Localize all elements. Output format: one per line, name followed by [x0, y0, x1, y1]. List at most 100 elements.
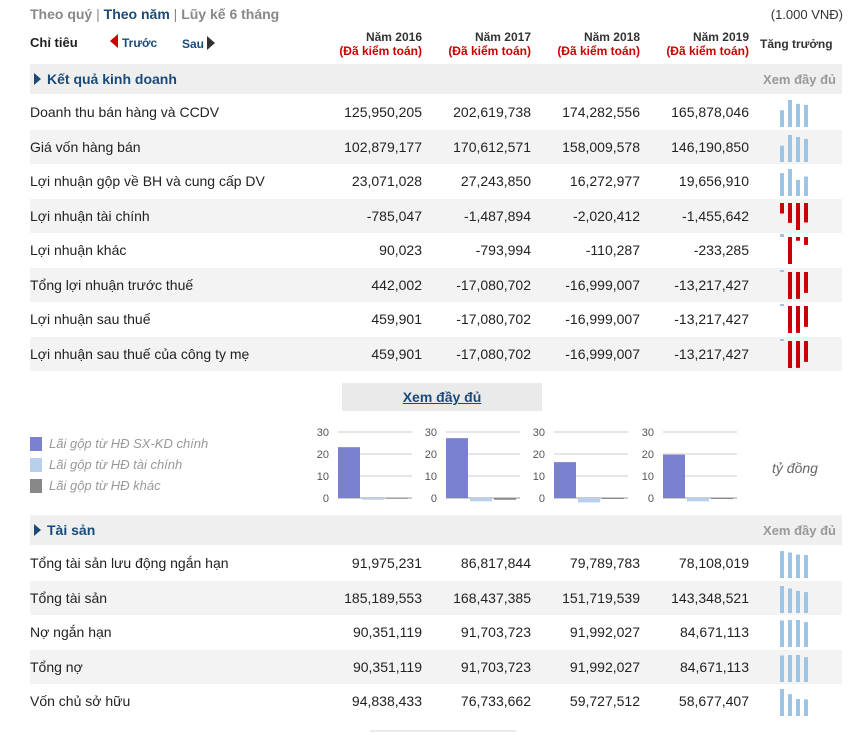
year-header: Năm 2018 (Đã kiểm toán) [535, 30, 640, 58]
period-tabs: Theo quý | Theo năm | Lũy kế 6 tháng [30, 6, 279, 22]
table-row: Lợi nhuận tài chính -785,047 -1,487,894 -2,… [30, 198, 842, 233]
sparkline-bar [780, 173, 784, 196]
growth-cell [778, 302, 818, 336]
row-value: 91,992,027 [569, 624, 640, 640]
sparkline-bar [796, 620, 800, 647]
divider [370, 730, 516, 732]
sparkline-bar [804, 555, 808, 578]
y-tick-label: 20 [317, 449, 329, 461]
legend-swatch [30, 478, 42, 493]
view-full-link[interactable]: Xem đầy đủ [763, 72, 836, 87]
sparkline-bar [788, 340, 792, 368]
year-label: Năm 2018 [583, 30, 640, 44]
sparkline-bar [780, 551, 784, 578]
sparkline-bar [788, 306, 792, 333]
tab-separator: | [96, 6, 104, 22]
sparkline-bar [788, 271, 792, 299]
growth-sparkline [780, 269, 808, 299]
gross-profit-chart: 30 20 10 0 [317, 427, 412, 505]
y-tick-label: 20 [425, 449, 437, 461]
row-value: 102,879,177 [344, 138, 422, 155]
row-value: -110,287 [585, 242, 640, 258]
section-title[interactable]: Kết quả kinh doanh [34, 71, 177, 87]
sparkline-bar [788, 169, 792, 196]
year-header: Năm 2017 (Đã kiểm toán) [426, 30, 531, 58]
row-value: -16,999,007 [565, 345, 640, 362]
row-value: 202,619,738 [453, 104, 531, 120]
row-value: -1,455,642 [682, 207, 749, 224]
growth-cell [778, 546, 818, 580]
sparkline-bar [788, 587, 792, 613]
year-label: Năm 2016 [365, 30, 422, 44]
table-row: Tổng tài sản 185,189,553 168,437,385 151,71… [30, 580, 842, 615]
table-row: Vốn chủ sở hữu 94,838,433 76,733,662 59,727… [30, 684, 842, 718]
chart-legend: Lãi gộp từ HĐ SX-KD chính Lãi gộp từ HĐ … [30, 436, 208, 499]
gross-profit-chart: 30 20 10 0 [533, 427, 628, 505]
sparkline-bar [796, 202, 800, 230]
growth-sparkline [780, 169, 808, 196]
growth-cell [778, 233, 818, 267]
year-label: Năm 2017 [474, 30, 531, 44]
sparkline-bar [796, 340, 800, 368]
row-value: 90,023 [379, 242, 422, 258]
sparkline-bar [804, 271, 808, 293]
legend-label: Lãi gộp từ HĐ tài chính [49, 457, 183, 472]
table-header: Chỉ tiêu Trước Sau Năm 2016 (Đã kiểm toán… [30, 30, 842, 62]
chart-bar [338, 447, 360, 498]
y-tick-label: 0 [539, 493, 545, 505]
chart-bar [554, 462, 576, 498]
row-value: 143,348,521 [671, 589, 749, 606]
y-tick-label: 10 [642, 471, 654, 483]
row-value: 16,272,977 [569, 173, 640, 189]
row-value: 90,351,119 [352, 624, 422, 640]
y-tick-label: 10 [533, 471, 545, 483]
row-value: 76,733,662 [460, 693, 531, 709]
tab-quarter[interactable]: Theo quý [30, 6, 93, 22]
tab-cumulative[interactable]: Lũy kế 6 tháng [181, 6, 280, 22]
view-full-link[interactable]: Xem đầy đủ [763, 523, 836, 538]
year-header: Năm 2019 (Đã kiểm toán) [644, 30, 749, 58]
sparkline-bar [780, 654, 784, 682]
row-label: Vốn chủ sở hữu [30, 693, 131, 709]
row-value: 442,002 [371, 276, 422, 293]
sparkline-bar [780, 689, 784, 716]
sparkline-bar [804, 340, 808, 362]
row-value: -16,999,007 [565, 311, 640, 327]
chart-bar [362, 498, 384, 500]
sparkline-bar [804, 306, 808, 327]
chart-bar [578, 498, 600, 503]
sparkline-bar [780, 202, 784, 213]
growth-sparkline [780, 100, 808, 127]
row-value: 91,703,723 [460, 658, 531, 675]
section-title[interactable]: Tài sản [34, 522, 95, 538]
row-value: -13,217,427 [674, 345, 749, 362]
row-value: 90,351,119 [352, 658, 422, 675]
sparkline-bar [780, 145, 784, 162]
row-value: 94,838,433 [351, 693, 422, 709]
y-tick-label: 20 [642, 449, 654, 461]
row-value: -16,999,007 [565, 276, 640, 293]
growth-cell [778, 337, 818, 371]
row-value: -17,080,702 [456, 276, 531, 293]
next-button[interactable]: Sau [182, 35, 216, 52]
section-title-text: Kết quả kinh doanh [47, 71, 177, 87]
view-full-link[interactable]: Xem đầy đủ [402, 389, 482, 405]
chart-bar [687, 498, 709, 502]
prev-button[interactable]: Trước [110, 33, 157, 51]
row-value: -17,080,702 [456, 311, 531, 327]
row-value: 78,108,019 [678, 555, 749, 571]
growth-sparkline [780, 585, 808, 613]
sparkline-bar [780, 269, 784, 272]
y-tick-label: 30 [317, 427, 329, 439]
tab-year[interactable]: Theo năm [103, 6, 170, 22]
growth-sparkline [780, 304, 808, 333]
growth-cell [778, 684, 818, 718]
growth-sparkline [780, 234, 808, 264]
sparkline-bar [804, 591, 808, 613]
row-value: 459,901 [371, 311, 422, 327]
legend-item: Lãi gộp từ HĐ tài chính [30, 457, 208, 478]
row-value: 84,671,113 [679, 658, 749, 675]
sparkline-bar [780, 620, 784, 647]
table-row: Tổng nợ 90,351,119 91,703,723 91,992,027 84,… [30, 649, 842, 684]
row-value: -2,020,412 [573, 207, 640, 224]
